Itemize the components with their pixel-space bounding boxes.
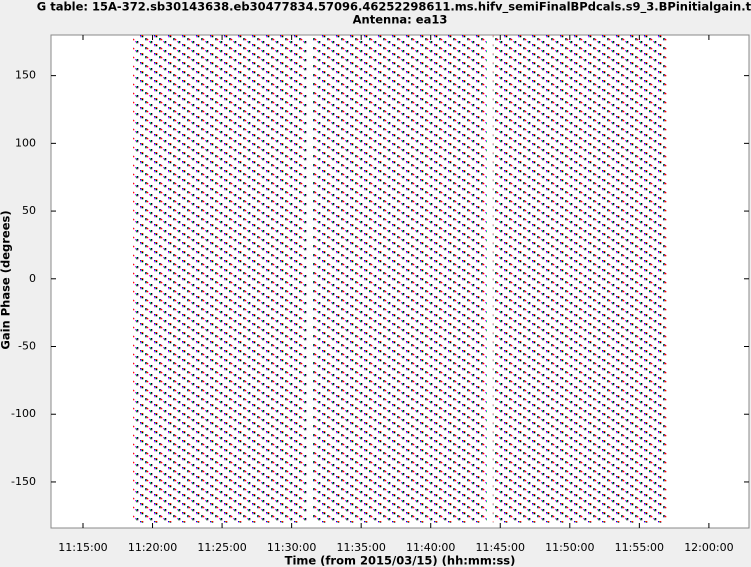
y-tick-label: -100 [11,407,36,420]
x-tick-label: 12:00:00 [684,541,733,554]
scan-block [312,35,487,523]
y-tick-label: 0 [29,272,36,285]
x-tick-label: 11:35:00 [336,541,385,554]
y-tick-label: 150 [15,69,36,82]
x-tick-label: 11:45:00 [476,541,525,554]
y-tick-label: 100 [15,136,36,149]
x-tick-label: 11:50:00 [545,541,594,554]
x-tick-label: 11:15:00 [58,541,107,554]
x-axis-label: Time (from 2015/03/15) (hh:mm:ss) [285,554,516,567]
scan-block [133,35,307,523]
x-tick-label: 11:40:00 [406,541,455,554]
scan-block [492,35,667,523]
x-tick-label: 11:25:00 [197,541,246,554]
chart-title: G table: 15A-372.sb30143638.eb30477834.5… [37,0,751,15]
y-tick-label: 50 [22,204,36,217]
y-tick-label: -150 [11,475,36,488]
x-tick-label: 11:55:00 [615,541,664,554]
x-tick-label: 11:20:00 [128,541,177,554]
chart-subtitle: Antenna: ea13 [353,13,448,27]
y-axis-label: Gain Phase (degrees) [0,210,13,349]
y-tick-label: -50 [18,340,36,353]
x-tick-label: 11:30:00 [267,541,316,554]
